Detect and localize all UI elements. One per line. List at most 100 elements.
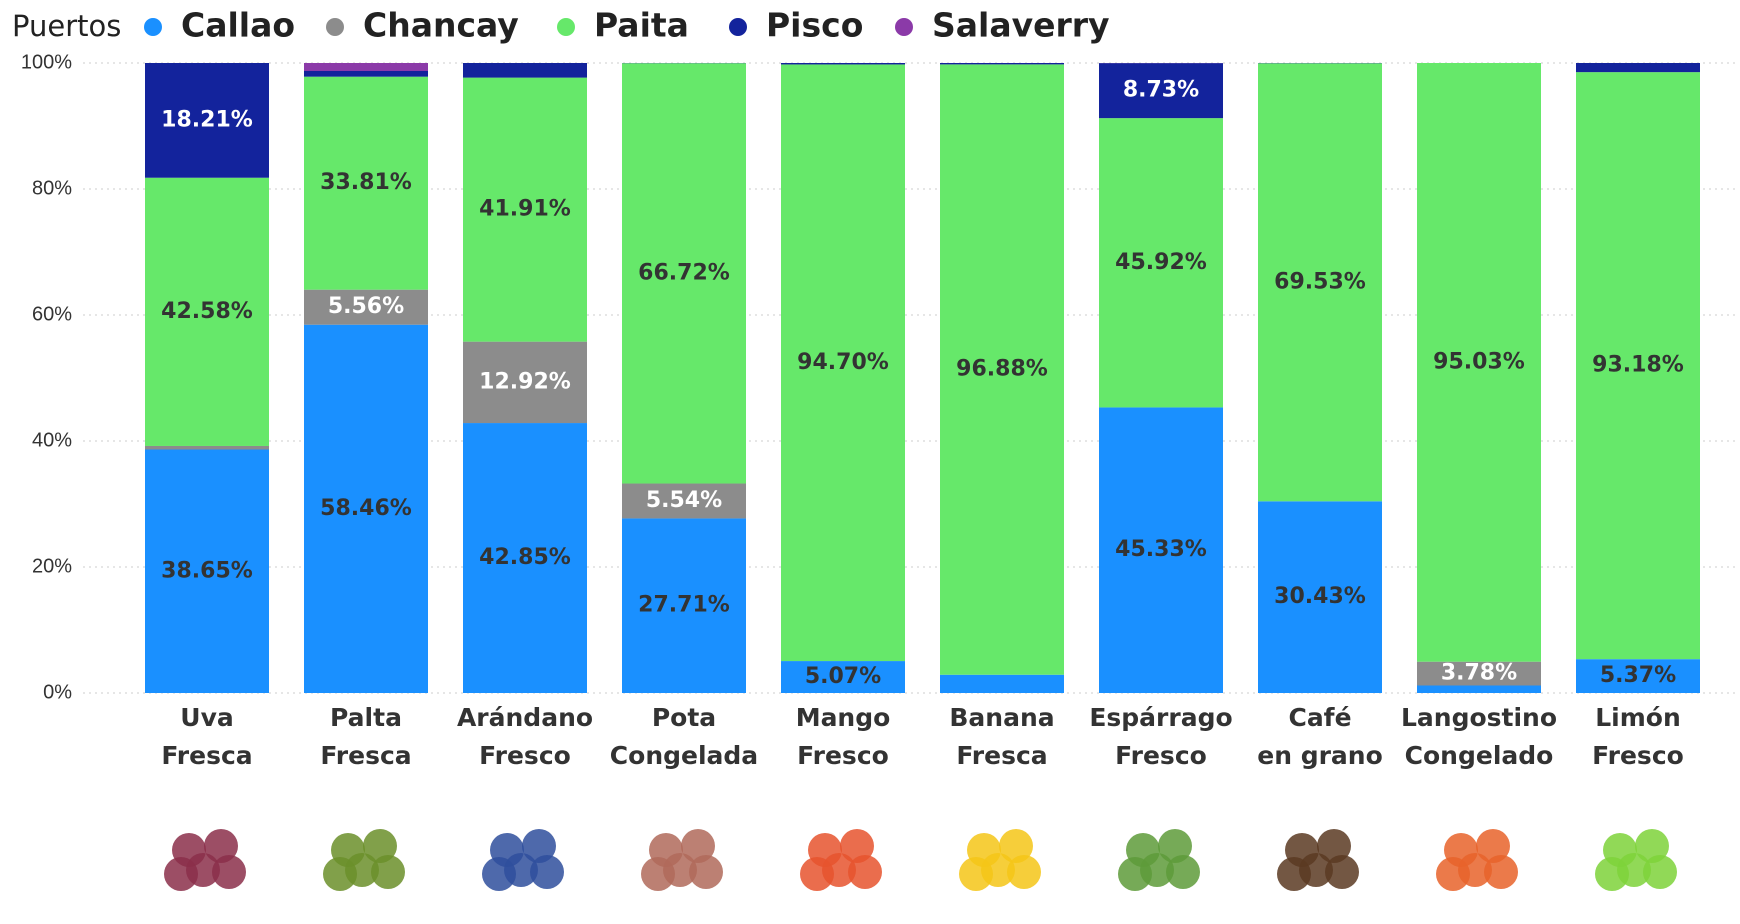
icon-part xyxy=(204,829,238,863)
icon-part xyxy=(1277,857,1311,891)
icon-part xyxy=(1325,855,1359,889)
icon-part xyxy=(959,857,993,891)
bar-segment xyxy=(463,423,587,693)
x-tick-label: Banana Fresca xyxy=(949,703,1054,770)
value-label: 27.71% xyxy=(638,593,730,618)
legend-marker xyxy=(557,18,575,36)
bar-segment xyxy=(940,674,1064,693)
legend-marker xyxy=(895,18,913,36)
product-icon xyxy=(800,829,882,891)
value-label: 18.21% xyxy=(161,107,253,132)
value-label: 33.81% xyxy=(320,170,412,195)
value-label: 69.53% xyxy=(1274,269,1366,294)
bar-segment xyxy=(1417,661,1541,686)
value-label: 42.58% xyxy=(161,299,253,324)
bar-segment xyxy=(1258,63,1382,502)
value-label: 94.70% xyxy=(797,350,889,375)
icon-part xyxy=(1635,829,1669,863)
product-icon xyxy=(323,829,405,891)
icon-part xyxy=(848,855,882,889)
icon-part xyxy=(363,829,397,863)
icon-part xyxy=(999,829,1033,863)
icon-part xyxy=(681,829,715,863)
bar-segment xyxy=(622,483,746,519)
bar-segment xyxy=(145,177,269,446)
y-tick-label: 40% xyxy=(32,429,72,451)
product-icon xyxy=(1118,829,1200,891)
icon-part xyxy=(1476,829,1510,863)
icon-part xyxy=(482,857,516,891)
bar-segment xyxy=(622,518,746,693)
y-tick-label: 100% xyxy=(21,51,72,73)
icon-part xyxy=(164,857,198,891)
bar-segment xyxy=(463,341,587,424)
value-label: 12.92% xyxy=(479,369,571,394)
icon-part xyxy=(371,855,405,889)
value-label: 45.92% xyxy=(1115,250,1207,275)
value-label: 42.85% xyxy=(479,545,571,570)
legend-marker xyxy=(326,18,344,36)
x-tick-label: Café en grano xyxy=(1257,703,1383,770)
value-label: 93.18% xyxy=(1592,353,1684,378)
icon-part xyxy=(530,855,564,889)
bar-segment xyxy=(1576,72,1700,660)
legend-title: Puertos xyxy=(12,9,121,43)
icon-part xyxy=(1158,829,1192,863)
value-label: 3.78% xyxy=(1441,661,1517,686)
icon-part xyxy=(1595,857,1629,891)
x-tick-label: Uva Fresca xyxy=(161,703,252,770)
bar-segment xyxy=(145,445,269,450)
x-tick-label: Arándano Fresco xyxy=(457,703,593,770)
x-tick-label: Mango Fresco xyxy=(796,703,891,770)
icon-part xyxy=(800,857,834,891)
icon-part xyxy=(1436,857,1470,891)
bar-segment xyxy=(1417,63,1541,662)
legend-label: Paita xyxy=(594,6,689,45)
icon-part xyxy=(840,829,874,863)
bar-segment xyxy=(145,449,269,693)
product-icon xyxy=(1595,829,1677,891)
bar-segment xyxy=(781,63,905,65)
bar-segment xyxy=(940,64,1064,675)
value-label: 30.43% xyxy=(1274,584,1366,609)
bar-segment xyxy=(1099,407,1223,693)
product-icon xyxy=(959,829,1041,891)
icon-part xyxy=(1643,855,1677,889)
y-tick-label: 60% xyxy=(32,303,72,325)
bar-segment xyxy=(304,324,428,693)
icon-part xyxy=(1317,829,1351,863)
bar-segment xyxy=(781,64,905,662)
x-tick-label: Espárrago Fresco xyxy=(1089,703,1232,770)
product-icon xyxy=(482,829,564,891)
bar-segment xyxy=(304,63,428,72)
y-tick-label: 0% xyxy=(43,681,72,703)
value-label: 45.33% xyxy=(1115,537,1207,562)
x-tick-label: Limón Fresco xyxy=(1592,703,1684,770)
value-label: 96.88% xyxy=(956,357,1048,382)
icon-part xyxy=(212,855,246,889)
bar-segment xyxy=(304,289,428,325)
legend-marker xyxy=(144,18,162,36)
bar-segment xyxy=(1417,685,1541,693)
bar-segment xyxy=(304,76,428,290)
x-tick-label: Palta Fresca xyxy=(320,703,411,770)
legend-label: Pisco xyxy=(766,6,863,45)
product-icon xyxy=(641,829,723,891)
legend-label: Salaverry xyxy=(932,6,1110,45)
legend-label: Callao xyxy=(181,6,295,45)
icon-part xyxy=(1166,855,1200,889)
value-label: 66.72% xyxy=(638,260,730,285)
bar-segment xyxy=(463,77,587,342)
bar-segment xyxy=(622,63,746,484)
icon-part xyxy=(1007,855,1041,889)
y-tick-label: 80% xyxy=(32,177,72,199)
bar-segment xyxy=(304,71,428,77)
x-tick-label: Langostino Congelado xyxy=(1401,703,1557,770)
icon-part xyxy=(1484,855,1518,889)
value-label: 95.03% xyxy=(1433,349,1525,374)
bar-segment xyxy=(940,63,1064,65)
product-icon xyxy=(1277,829,1359,891)
bar-segment xyxy=(781,661,905,693)
icon-part xyxy=(522,829,556,863)
